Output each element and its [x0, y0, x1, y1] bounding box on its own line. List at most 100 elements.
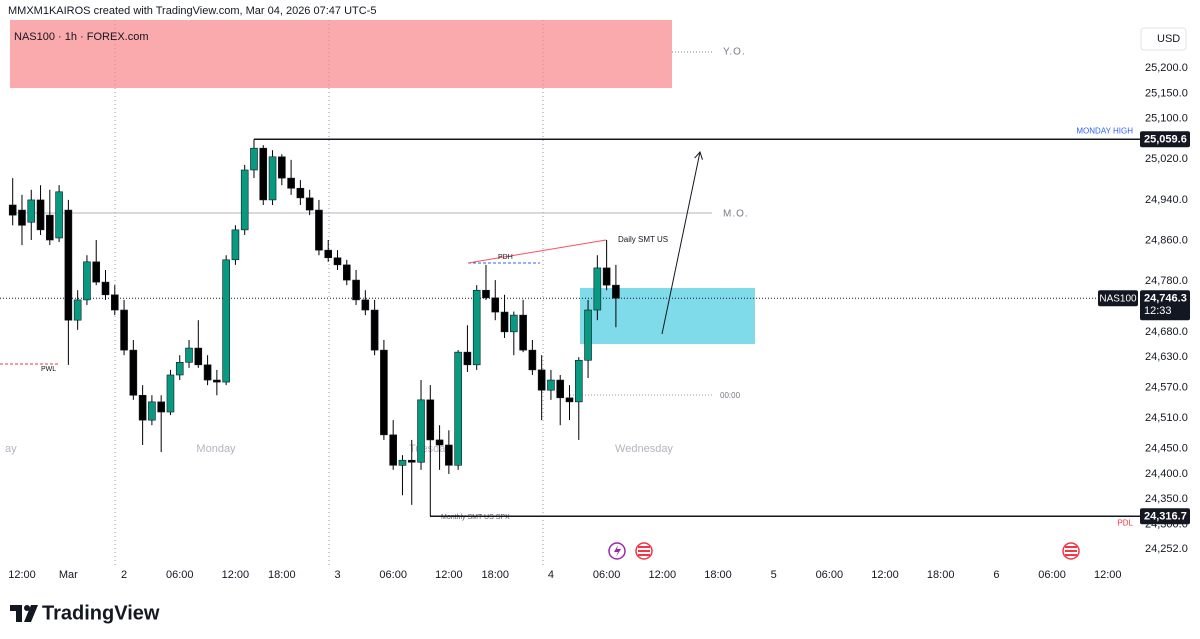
price-label: 24,746.3	[1144, 293, 1187, 305]
x-tick-label: 12:00	[435, 569, 463, 581]
candle-body	[584, 309, 592, 361]
chart-title: NAS100 · 1h · FOREX.com	[14, 31, 149, 43]
candle-body	[398, 459, 407, 466]
candle-body	[120, 309, 128, 351]
candle-body	[166, 374, 175, 413]
candle-body	[27, 199, 36, 223]
candle-body	[157, 401, 165, 413]
y-tick-label: 24,680.0	[1145, 326, 1188, 338]
x-tick-label: 12:00	[8, 569, 36, 581]
candle-body	[259, 147, 268, 201]
event-flag-stripe	[638, 552, 650, 554]
candle-body	[510, 314, 518, 333]
candle-body	[175, 361, 184, 376]
annotations: Y.O. M.O. Daily SMT US PDH PWL Monthly S…	[41, 47, 749, 521]
session-label: Monday	[196, 443, 236, 455]
candle-body	[222, 259, 230, 383]
pwl-label: PWL	[41, 366, 56, 373]
event-flag-stripe	[1065, 548, 1077, 550]
x-tick-label: 06:00	[816, 569, 844, 581]
x-tick-label: 18:00	[268, 569, 296, 581]
candle-body	[565, 397, 574, 403]
x-tick-label: 06:00	[379, 569, 407, 581]
candle-body	[537, 369, 546, 391]
x-tick-label: 12:00	[649, 569, 677, 581]
x-tick-label: 6	[993, 569, 999, 581]
smt-label: Daily SMT US	[618, 235, 668, 244]
candle-body	[454, 351, 462, 466]
y-tick-label: 25,020.0	[1145, 153, 1188, 165]
x-tick-label: 06:00	[166, 569, 194, 581]
candle-body	[278, 156, 286, 179]
candle-body	[574, 359, 583, 403]
event-flag-stripe	[638, 548, 650, 550]
logo-mark	[10, 605, 22, 622]
midnight-label: 00:00	[720, 391, 741, 400]
currency-label[interactable]: USD	[1157, 33, 1180, 45]
candle-body	[472, 289, 481, 366]
logo[interactable]: TradingView	[10, 602, 160, 624]
symbol-label: NAS100	[1099, 293, 1137, 304]
event-flag	[638, 546, 650, 556]
candle-body	[305, 197, 314, 211]
x-tick-label: 5	[771, 569, 777, 581]
drawings	[0, 20, 755, 565]
candle-body	[101, 281, 110, 296]
target-zone	[580, 288, 755, 344]
y-tick-label: 25,100.0	[1145, 113, 1188, 125]
x-tick-label: 18:00	[481, 569, 509, 581]
y-tick-label: 24,252.0	[1145, 543, 1188, 555]
candle-body	[352, 279, 360, 301]
level-note: MONDAY HIGH	[1076, 126, 1133, 135]
x-tick-label: 18:00	[927, 569, 955, 581]
session-label: ay	[5, 443, 17, 455]
brand: TradingView	[42, 602, 160, 624]
candle-body	[370, 309, 379, 351]
candle-body	[185, 347, 193, 363]
candle-body	[612, 284, 620, 299]
candle-body	[240, 169, 249, 231]
logo-mark	[24, 605, 30, 611]
level-box	[1140, 131, 1190, 148]
symbol-box	[1098, 290, 1138, 307]
event-icon-bolt	[614, 545, 621, 557]
y-tick-label: 24,570.0	[1145, 382, 1188, 394]
candle-body	[92, 261, 101, 283]
candle-body	[482, 289, 490, 299]
x-tick-label: 4	[548, 569, 554, 581]
candle-body	[287, 177, 295, 189]
candle-body	[64, 209, 73, 321]
header: MMXM1KAIROS created with TradingView.com…	[8, 5, 376, 17]
candle-body	[602, 267, 611, 286]
logo-mark	[24, 605, 38, 622]
candle-body	[324, 249, 333, 259]
level-box	[1140, 508, 1190, 525]
y-tick-label: 25,150.0	[1145, 87, 1188, 99]
event-flag-stripe	[1065, 552, 1077, 554]
candle-body	[203, 364, 212, 381]
y-tick-label: 24,510.0	[1145, 412, 1188, 424]
price-axis: 25,200.0 25,150.0 25,100.0 25,020.0 24,940.0…	[8, 62, 1190, 581]
currency-button[interactable]	[1140, 27, 1187, 51]
candle-body	[593, 267, 602, 311]
candle-body	[361, 299, 370, 311]
candles	[0, 138, 1140, 517]
mo-label: M.O.	[723, 209, 749, 220]
y-tick-label: 24,400.0	[1145, 468, 1188, 480]
candle-body	[491, 297, 500, 313]
candle-body	[463, 351, 472, 366]
candle-body	[389, 434, 397, 466]
x-tick-label: Mar	[59, 569, 78, 581]
x-tick-label: 12:00	[871, 569, 899, 581]
x-tick-label: 3	[334, 569, 340, 581]
candle-body	[18, 209, 26, 226]
candle-body	[435, 439, 444, 446]
candle-body	[556, 379, 565, 399]
y-tick-label: 24,450.0	[1145, 442, 1188, 454]
pdh-label: PDH	[498, 254, 513, 261]
candle-body	[547, 379, 555, 391]
candle-body	[519, 314, 527, 351]
x-tick-label: 12:00	[222, 569, 250, 581]
candle-body	[380, 349, 388, 436]
